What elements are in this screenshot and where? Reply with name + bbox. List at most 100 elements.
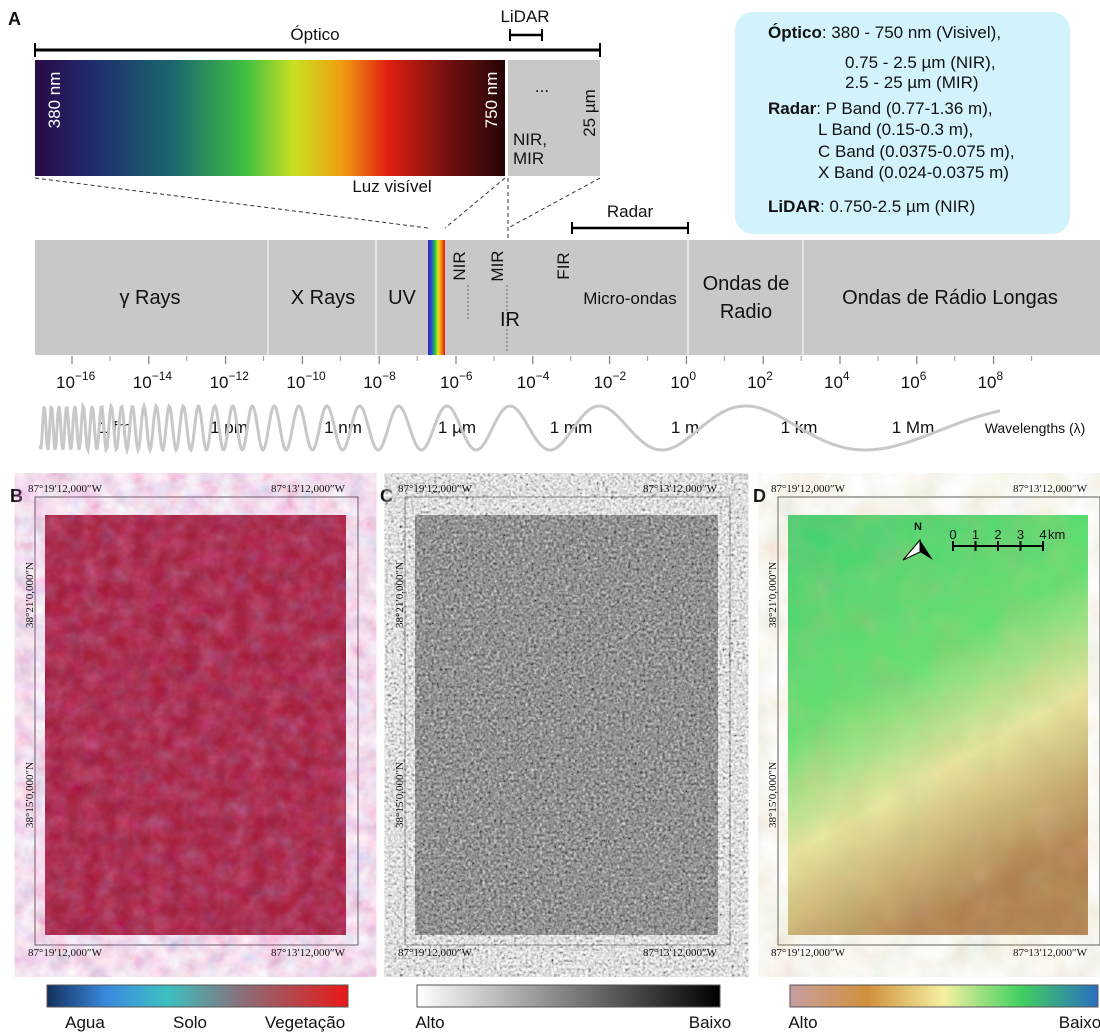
- legend-bar: [47, 985, 348, 1007]
- um-25: 25 µm: [580, 89, 599, 137]
- scale-unit: km: [1048, 527, 1065, 542]
- coord: 87°19′12,000″W: [28, 483, 103, 495]
- legend-bar: [790, 985, 1098, 1007]
- scale-label: 0: [949, 527, 956, 542]
- tick-exp: −4: [536, 369, 550, 383]
- band: UV: [388, 287, 416, 309]
- nir-mir: MIR: [513, 149, 544, 168]
- info-line: C Band (0.0375-0.075 m),: [818, 142, 1015, 161]
- info-line: 0.75 - 2.5 µm (NIR),: [845, 53, 996, 72]
- coord: 87°13′12,000″W: [1013, 947, 1088, 959]
- tick-base: 10: [670, 373, 689, 392]
- legend-label: Solo: [173, 1013, 207, 1032]
- band: Ondas de Rádio Longas: [842, 287, 1058, 309]
- info-line: Óptico: 380 - 750 nm (Visivel),: [768, 23, 1001, 42]
- scale-label: 3: [1017, 527, 1024, 542]
- ellipsis: ...: [535, 77, 549, 96]
- info-line: 2.5 - 25 µm (MIR): [845, 73, 979, 92]
- tick-base: 10: [210, 373, 229, 392]
- lidar-label: LiDAR: [500, 7, 549, 26]
- band: NIR: [450, 251, 469, 280]
- coord: 87°13′12,000″W: [271, 483, 346, 495]
- coord: 87°13′12,000″W: [643, 947, 718, 959]
- info-text: : 0.750-2.5 µm (NIR): [820, 197, 975, 216]
- info-text: : 380 - 750 nm (Visivel),: [822, 23, 1001, 42]
- coord: 87°19′12,000″W: [771, 483, 846, 495]
- panel-letter: A: [8, 9, 21, 29]
- tick-base: 10: [594, 373, 613, 392]
- tick-exp: 2: [766, 369, 773, 383]
- visible-label: Luz visível: [352, 177, 431, 196]
- visible-strip: [428, 240, 445, 355]
- tick-label: 106: [901, 369, 927, 392]
- tick-base: 10: [440, 373, 459, 392]
- tick-exp: 8: [997, 369, 1004, 383]
- wave: [40, 406, 1000, 450]
- tick-exp: 4: [843, 369, 850, 383]
- tick-label: 10−6: [440, 369, 473, 392]
- band: γ Rays: [119, 287, 180, 309]
- tick-base: 10: [517, 373, 536, 392]
- band: MIR: [488, 250, 507, 281]
- tick-exp: −8: [382, 369, 396, 383]
- coord: 87°13′12,000″W: [643, 483, 718, 495]
- tick-exp: −2: [613, 369, 627, 383]
- info-text: : P Band (0.77-1.36 m),: [816, 99, 992, 118]
- radar-label: Radar: [607, 202, 654, 221]
- coord: 38°21′0,000″N: [394, 562, 406, 628]
- tick-label: 10−2: [594, 369, 627, 392]
- legend-bar: [417, 985, 720, 1007]
- tick-base: 10: [133, 373, 152, 392]
- coord: 38°21′0,000″N: [24, 562, 36, 628]
- tick-label: 10−12: [210, 369, 250, 392]
- scale-label: 4: [1039, 527, 1046, 542]
- tick-base: 10: [56, 373, 75, 392]
- tick-label: 102: [747, 369, 773, 392]
- coord: 38°15′0,000″N: [394, 762, 406, 828]
- tick-exp: −12: [229, 369, 250, 383]
- visible-spectrum: [35, 60, 505, 176]
- tick-exp: 0: [689, 369, 696, 383]
- panel-letter: C: [380, 486, 393, 506]
- tick-base: 10: [747, 373, 766, 392]
- scale-label: 2: [994, 527, 1001, 542]
- band: Micro-ondas: [583, 289, 677, 308]
- tick-label: 108: [978, 369, 1004, 392]
- tick-base: 10: [901, 373, 920, 392]
- north: N: [914, 521, 922, 533]
- tick-exp: −10: [305, 369, 326, 383]
- info-line: L Band (0.15-0.3 m),: [818, 120, 973, 139]
- spectrum-start: 380 nm: [45, 72, 64, 129]
- tick-base: 10: [286, 373, 305, 392]
- band: Ondas de: [703, 273, 790, 295]
- coord: 38°15′0,000″N: [767, 762, 779, 828]
- tick-label: 10−16: [56, 369, 96, 392]
- coord: 87°19′12,000″W: [398, 483, 473, 495]
- band: Radio: [720, 301, 772, 323]
- info-line: X Band (0.024-0.0375 m): [818, 163, 1009, 182]
- tick-exp: −16: [75, 369, 96, 383]
- wavelength-label: Wavelengths (λ): [985, 420, 1086, 436]
- tick-label: 10−10: [286, 369, 326, 392]
- tick-label: 10−14: [133, 369, 173, 392]
- panel-letter: B: [10, 486, 23, 506]
- spectrum-end: 750 nm: [482, 72, 501, 129]
- wavelength: 1 nm: [324, 418, 362, 437]
- figure: A Óptico LiDAR 380 nm 750 nm ... NIR, MI…: [0, 0, 1100, 1034]
- tick-base: 10: [363, 373, 382, 392]
- band: FIR: [554, 252, 573, 279]
- tick-base: 10: [824, 373, 843, 392]
- coord: 87°13′12,000″W: [271, 947, 346, 959]
- tick-exp: −14: [152, 369, 173, 383]
- info-name: LiDAR: [768, 197, 820, 216]
- scale-label: 1: [972, 527, 979, 542]
- legend-label: Baixo: [689, 1013, 732, 1032]
- tick-label: 10−8: [363, 369, 396, 392]
- tick-label: 104: [824, 369, 850, 392]
- legend-label: Vegetação: [265, 1013, 345, 1032]
- legend-label: Alto: [415, 1013, 444, 1032]
- coord: 38°15′0,000″N: [24, 762, 36, 828]
- legend-label: Alto: [788, 1013, 817, 1032]
- info-name: Óptico: [768, 23, 822, 42]
- map-texture: [45, 515, 346, 935]
